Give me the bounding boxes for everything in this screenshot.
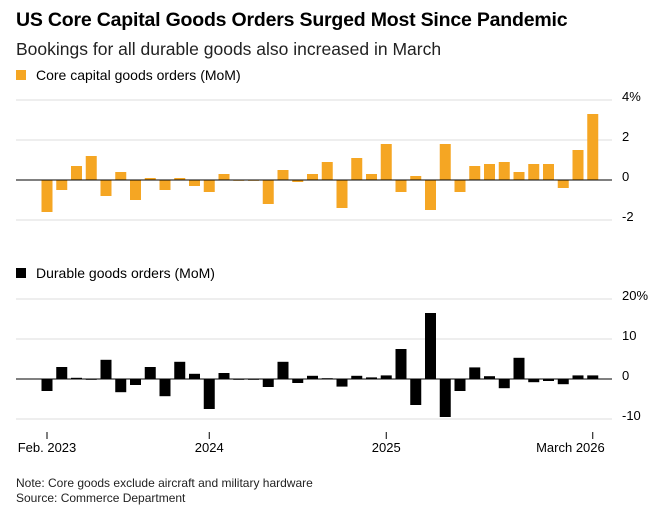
durable-bar bbox=[292, 379, 304, 383]
core-bar bbox=[85, 156, 97, 180]
core-bar bbox=[587, 114, 599, 180]
chart-title: US Core Capital Goods Orders Surged Most… bbox=[16, 9, 568, 31]
core-bar bbox=[395, 180, 407, 192]
durable-y-tick-label: -10 bbox=[622, 408, 641, 423]
core-bar bbox=[100, 180, 112, 196]
durable-bar bbox=[454, 379, 466, 391]
core-bar bbox=[557, 180, 569, 188]
core-bar bbox=[410, 176, 422, 180]
durable-bar bbox=[395, 349, 407, 379]
durable-bar bbox=[71, 377, 82, 379]
durable-bar bbox=[218, 373, 230, 379]
x-tick-label: 2025 bbox=[372, 440, 401, 455]
legend-durable: Durable goods orders (MoM) bbox=[16, 265, 215, 281]
durable-bar bbox=[469, 367, 481, 379]
core-bar bbox=[498, 162, 510, 180]
core-bar bbox=[543, 164, 554, 180]
durable-bar bbox=[484, 376, 495, 379]
durable-bar bbox=[159, 379, 171, 397]
durable-bar bbox=[130, 379, 141, 385]
durable-bar bbox=[498, 379, 510, 389]
durable-bar bbox=[174, 361, 186, 379]
durable-bar bbox=[336, 379, 348, 387]
chart-area: 4% 2 0 -2 20% 10 0 -10 Feb. 2023 2024 2025 March 20… bbox=[16, 89, 648, 455]
x-tick-label: Feb. 2023 bbox=[18, 440, 77, 455]
footnote: Note: Core goods exclude aircraft and mi… bbox=[16, 476, 313, 490]
core-bar bbox=[203, 180, 215, 192]
core-bar bbox=[71, 166, 82, 180]
durable-bar bbox=[557, 379, 569, 385]
durable-bar bbox=[262, 379, 274, 387]
durable-bar bbox=[100, 359, 112, 379]
core-bar bbox=[528, 164, 540, 180]
durable-bar bbox=[572, 375, 584, 379]
core-bar bbox=[41, 180, 53, 212]
core-y-tick-label: 0 bbox=[622, 169, 629, 184]
core-y-tick-label: -2 bbox=[622, 209, 634, 224]
durable-bar bbox=[439, 379, 451, 417]
core-bar bbox=[439, 144, 451, 180]
core-bar bbox=[321, 162, 333, 180]
core-bar bbox=[513, 172, 525, 180]
core-bar bbox=[572, 150, 584, 180]
legend-core-label: Core capital goods orders (MoM) bbox=[36, 67, 241, 83]
durable-bar bbox=[41, 379, 53, 391]
legend-durable-swatch bbox=[16, 268, 26, 278]
legend-core: Core capital goods orders (MoM) bbox=[16, 67, 241, 83]
durable-bar bbox=[380, 375, 392, 379]
core-bar bbox=[366, 174, 377, 180]
core-bar bbox=[380, 144, 392, 180]
durable-bar bbox=[277, 361, 289, 379]
durable-bar bbox=[189, 373, 200, 379]
core-bar bbox=[307, 174, 318, 180]
core-y-tick-label: 4% bbox=[622, 89, 641, 104]
durable-bar bbox=[351, 375, 363, 379]
core-y-tick-label: 2 bbox=[622, 129, 629, 144]
x-tick-label: March 2026 bbox=[536, 440, 605, 455]
x-tick-label: 2024 bbox=[195, 440, 224, 455]
source-line: Source: Commerce Department bbox=[16, 491, 186, 505]
core-bar bbox=[336, 180, 348, 208]
durable-bar bbox=[410, 379, 422, 405]
core-bar bbox=[159, 180, 171, 190]
legend-core-swatch bbox=[16, 70, 26, 80]
core-bar bbox=[115, 172, 127, 180]
durable-bar bbox=[513, 357, 525, 379]
core-bar bbox=[262, 180, 274, 204]
durable-bar bbox=[115, 379, 127, 393]
core-bar bbox=[425, 180, 436, 210]
durable-y-tick-label: 20% bbox=[622, 288, 648, 303]
core-bar bbox=[130, 180, 141, 200]
core-bar bbox=[56, 180, 68, 190]
core-bar bbox=[351, 158, 363, 180]
durable-bar bbox=[203, 379, 215, 409]
core-bar bbox=[144, 178, 156, 180]
durable-bar bbox=[543, 379, 554, 381]
durable-bar bbox=[307, 375, 318, 379]
durable-bar bbox=[528, 379, 540, 383]
durable-y-tick-label: 0 bbox=[622, 368, 629, 383]
core-bar bbox=[454, 180, 466, 192]
durable-bar bbox=[425, 313, 436, 379]
durable-bar bbox=[144, 367, 156, 379]
core-bar bbox=[277, 170, 289, 180]
durable-bar bbox=[56, 367, 68, 379]
durable-bar bbox=[587, 375, 599, 379]
core-bar bbox=[189, 180, 200, 186]
durable-bar bbox=[366, 377, 377, 379]
durable-y-tick-label: 10 bbox=[622, 328, 636, 343]
chart-subtitle: Bookings for all durable goods also incr… bbox=[16, 39, 442, 59]
legend-durable-label: Durable goods orders (MoM) bbox=[36, 265, 215, 281]
core-bar bbox=[174, 178, 186, 180]
core-bar bbox=[218, 174, 230, 180]
core-bar bbox=[484, 164, 495, 180]
core-bar bbox=[469, 166, 481, 180]
core-bar bbox=[292, 180, 304, 182]
